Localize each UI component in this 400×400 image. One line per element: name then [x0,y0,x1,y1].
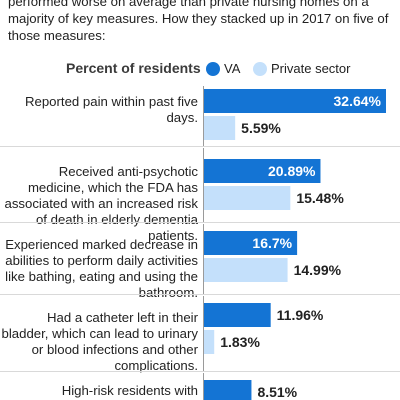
bar-va-4 [204,380,252,400]
legend-va-label: VA [224,61,241,76]
row-divider [0,222,400,223]
bar-baseline [203,86,204,146]
bar-baseline [203,148,204,222]
legend-va-swatch [206,62,220,76]
category-label-high-risk: High-risk residents with [61,383,198,398]
data-label-va-4: 8.51% [257,384,297,400]
category-label-daily-activities: Experienced marked decrease in abilities… [5,237,198,300]
category-label-antipsychotic: Received anti-psychotic medicine, which … [4,164,198,243]
legend: Percent of residents VA Private sector [0,58,400,80]
row-divider [0,294,400,295]
bar-baseline [203,296,204,371]
data-label-va-2: 16.7% [252,235,292,251]
bar-baseline [203,373,204,400]
legend-private-label: Private sector [271,61,351,76]
category-label-pain: Reported pain within past five days. [24,94,198,125]
category-label-catheter: Had a catheter left in their bladder, wh… [1,310,198,373]
row-divider [0,146,400,147]
bar-private-1 [204,186,291,210]
data-label-private-0: 5.59% [241,120,281,136]
intro-text: performed worse on average than private … [8,0,389,43]
bar-baseline [203,224,204,294]
row-divider [0,371,400,372]
bar-va-0 [204,89,386,113]
data-label-va-0: 32.64% [334,93,382,109]
data-label-va-1: 20.89% [268,163,316,179]
data-label-private-1: 15.48% [296,190,344,206]
legend-title: Percent of residents [66,60,201,76]
data-label-va-3: 11.96% [277,307,324,323]
bar-private-3 [204,330,215,354]
data-label-private-3: 1.83% [220,334,260,350]
bar-va-2 [204,231,298,255]
bar-private-0 [204,116,236,140]
legend-private-swatch [253,62,267,76]
bar-va-1 [204,159,321,183]
bar-private-2 [204,258,288,282]
bar-va-3 [204,303,271,327]
data-label-private-2: 14.99% [294,262,342,278]
